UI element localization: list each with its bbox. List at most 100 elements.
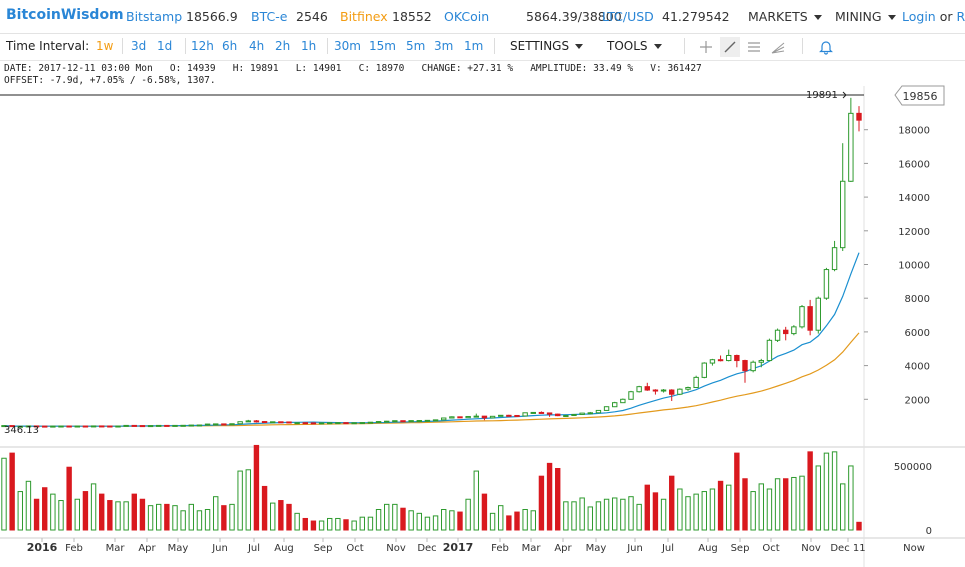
bell-icon[interactable] <box>816 37 836 57</box>
volume-bar <box>603 498 610 531</box>
exchange-link[interactable]: LTC/USD <box>602 9 654 24</box>
fan-icon[interactable] <box>768 37 788 57</box>
volume-bar <box>392 503 398 531</box>
volume-bar <box>465 498 471 531</box>
tools-label: TOOLS <box>607 39 648 53</box>
exchange-link[interactable]: BTC-e <box>251 9 288 24</box>
crosshair-icon[interactable] <box>696 37 716 57</box>
volume-bar <box>384 503 390 531</box>
candle-body <box>392 420 398 423</box>
candle-body <box>432 419 439 422</box>
volume-bar <box>74 498 80 531</box>
x-axis-label: Feb <box>491 543 509 554</box>
candle-body <box>848 112 854 182</box>
volume-bar <box>408 510 414 531</box>
low-marker: 346.13 <box>4 425 39 436</box>
volume-bar <box>685 496 691 531</box>
candle-body <box>139 425 146 428</box>
brand-logo[interactable]: BitcoinWisdom <box>6 7 124 23</box>
volume-bar <box>253 444 260 531</box>
volume-bar <box>17 491 23 531</box>
exchange-price: 18566.9 <box>186 9 238 24</box>
divider <box>122 38 123 54</box>
interval-1w[interactable]: 1w <box>96 39 114 53</box>
exchange-link[interactable]: Bitstamp <box>126 9 183 24</box>
volume-bar <box>628 496 634 531</box>
price-tick-label: 18000 <box>898 126 930 137</box>
interval-12h[interactable]: 12h <box>191 39 214 53</box>
volume-bar <box>791 476 797 531</box>
exchange-link[interactable]: OKCoin <box>444 9 490 24</box>
volume-bar <box>693 493 699 531</box>
interval-1h[interactable]: 1h <box>301 39 317 53</box>
interval-3d[interactable]: 3d <box>131 39 147 53</box>
volume-bar <box>204 509 211 531</box>
interval-3m[interactable]: 3m <box>434 39 454 53</box>
volume-bar <box>42 487 48 531</box>
candle-body <box>351 422 357 425</box>
volume-bar <box>660 498 667 531</box>
interval-5m[interactable]: 5m <box>406 39 426 53</box>
interval-1d[interactable]: 1d <box>157 39 173 53</box>
volume-bar <box>734 452 740 531</box>
candle-body <box>669 389 675 395</box>
volume-bar <box>196 510 203 531</box>
volume-bar <box>351 520 357 531</box>
volume-bar <box>546 462 553 531</box>
volume-bar <box>514 511 520 531</box>
candle-body <box>253 420 260 423</box>
candle-body <box>546 412 553 415</box>
x-axis-label: Aug <box>274 543 294 554</box>
interval-2h[interactable]: 2h <box>275 39 291 53</box>
candle-body <box>734 354 740 362</box>
volume-bar <box>107 500 113 531</box>
volume-bar <box>270 502 276 531</box>
price-tick-label: 6000 <box>905 328 930 339</box>
horizontal-lines-icon[interactable] <box>744 37 764 57</box>
volume-bar <box>449 510 455 531</box>
candle-body <box>261 421 268 424</box>
volume-bar <box>66 466 72 531</box>
mining-menu[interactable]: MINING <box>835 9 896 24</box>
x-axis-label: Now <box>903 543 925 554</box>
divider <box>494 38 495 54</box>
login-link[interactable]: Login <box>902 9 936 24</box>
volume-bar <box>245 469 251 531</box>
interval-1m[interactable]: 1m <box>464 39 484 53</box>
volume-bar <box>115 501 121 531</box>
candle-body <box>1 425 7 428</box>
candle-body <box>294 422 300 425</box>
offset-info-line: OFFSET: -7.9d, +7.05% / -6.58%, 1307. <box>4 75 216 86</box>
x-axis-label: Oct <box>346 543 363 554</box>
volume-bar <box>652 492 659 531</box>
interval-30m[interactable]: 30m <box>334 39 361 53</box>
interval-6h[interactable]: 6h <box>222 39 238 53</box>
candle-body <box>783 329 789 335</box>
candle-body <box>302 422 308 425</box>
candle-body <box>375 421 382 424</box>
volume-bar <box>375 509 382 531</box>
line-draw-icon[interactable] <box>720 37 740 57</box>
volume-bar <box>489 512 496 531</box>
candle-body <box>17 425 23 428</box>
settings-menu[interactable]: SETTINGS <box>510 39 584 53</box>
volume-bar <box>620 498 626 531</box>
volume-bar <box>473 470 479 531</box>
volume-bar <box>139 498 146 531</box>
or-text: or <box>939 9 953 24</box>
candle-body <box>131 424 137 427</box>
x-axis-label: Mar <box>106 543 126 554</box>
volume-bar <box>9 452 15 531</box>
candle-body <box>416 420 422 423</box>
register-link[interactable]: Reg <box>956 9 965 24</box>
interval-15m[interactable]: 15m <box>369 39 396 53</box>
volume-bar <box>848 465 854 531</box>
candle-body <box>465 415 471 419</box>
interval-4h[interactable]: 4h <box>249 39 265 53</box>
chevron-down-icon <box>813 15 822 20</box>
exchange-link[interactable]: Bitfinex <box>340 9 388 24</box>
markets-menu[interactable]: MARKETS <box>748 9 822 24</box>
exchange-price: 5864.39/38800 <box>526 9 622 24</box>
tools-menu[interactable]: TOOLS <box>607 39 662 53</box>
candle-body <box>636 386 642 393</box>
